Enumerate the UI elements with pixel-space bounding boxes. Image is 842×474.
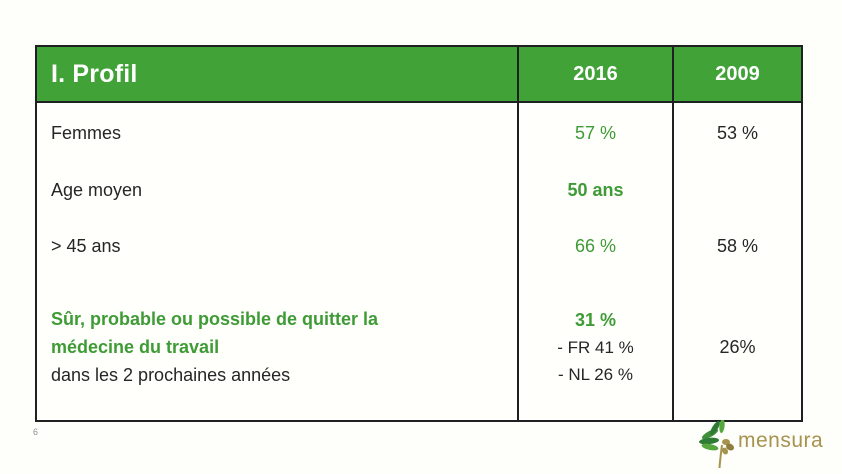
label-quitter-line-1: Sûr, probable ou possible de quitter la bbox=[51, 309, 379, 329]
row-label-quitter-medecine: Sûr, probable ou possible de quitter la … bbox=[37, 274, 517, 420]
column-header-2009: 2009 bbox=[672, 47, 801, 103]
table-title: I. Profil bbox=[37, 47, 517, 103]
value-plus-45-ans-2009: 58 % bbox=[672, 218, 801, 274]
mensura-plant-icon bbox=[699, 420, 734, 469]
value-femmes-2009: 53 % bbox=[672, 103, 801, 163]
row-label-plus-45-ans: > 45 ans bbox=[51, 235, 121, 256]
label-quitter-line-3: dans les 2 prochaines années bbox=[51, 365, 291, 385]
row-label-femmes: Femmes bbox=[51, 122, 122, 143]
value-femmes-2016: 57 % bbox=[517, 103, 672, 163]
value-quitter-2016-nl: - NL 26 % bbox=[558, 364, 633, 384]
value-quitter-2016-total: 31 % bbox=[574, 309, 617, 330]
value-age-moyen-2009 bbox=[672, 163, 801, 218]
slide-page-number: 6 bbox=[33, 427, 39, 437]
profil-table: I. Profil 2016 2009 Femmes 57 % 53 % Age… bbox=[35, 45, 803, 422]
row-label-age-moyen: Age moyen bbox=[51, 180, 143, 200]
value-quitter-2009: 26% bbox=[672, 274, 801, 420]
value-quitter-2016: 31 % - FR 41 % - NL 26 % bbox=[517, 274, 672, 420]
label-quitter-line-2: médecine du travail bbox=[51, 337, 220, 357]
value-age-moyen-2016: 50 ans bbox=[517, 163, 672, 218]
value-quitter-2016-fr: - FR 41 % bbox=[557, 337, 634, 357]
column-header-2016: 2016 bbox=[517, 47, 672, 103]
mensura-logo: mensura bbox=[699, 420, 823, 470]
mensura-logo-text: mensura bbox=[738, 429, 824, 452]
value-plus-45-ans-2016: 66 % bbox=[517, 218, 672, 274]
